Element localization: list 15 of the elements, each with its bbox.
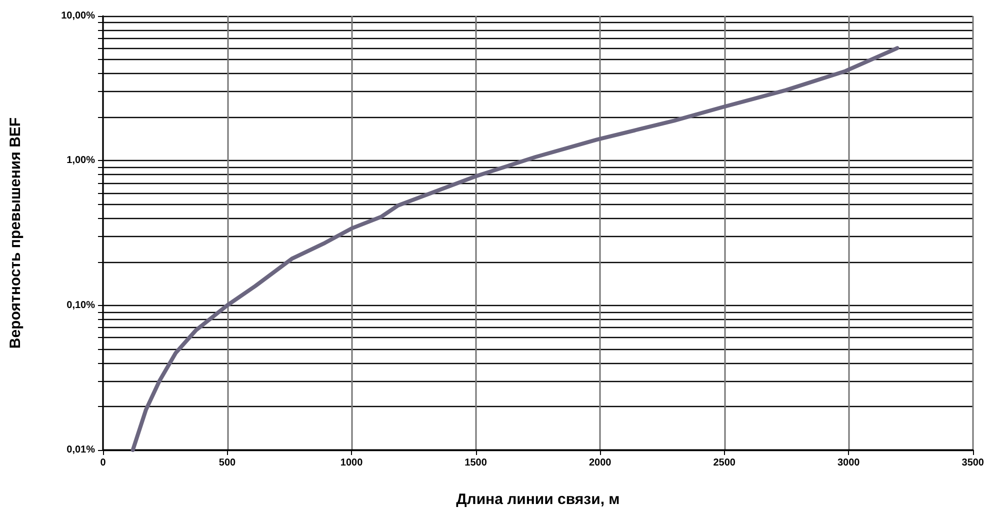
x-tick-label: 0	[100, 458, 106, 468]
x-tick-label: 1000	[340, 458, 364, 468]
y-axis-title: Вероятность превышения BEF	[7, 117, 24, 349]
x-tick-label: 1500	[464, 458, 488, 468]
x-tick-label: 3000	[837, 458, 860, 468]
x-tick-label: 2500	[713, 458, 736, 468]
line-series	[130, 46, 900, 452]
y-tick-label: 1,00%	[66, 155, 96, 166]
x-tick-label: 500	[218, 458, 236, 468]
x-tick-label: 2000	[588, 458, 612, 468]
y-tick-label: 0,10%	[66, 300, 96, 311]
y-tick-label: 0,01%	[66, 444, 96, 456]
x-axis-title: Длина линии связи, м	[456, 491, 620, 508]
y-tick-label: 10,00%	[61, 10, 96, 22]
x-tick-label: 3500	[962, 458, 984, 468]
